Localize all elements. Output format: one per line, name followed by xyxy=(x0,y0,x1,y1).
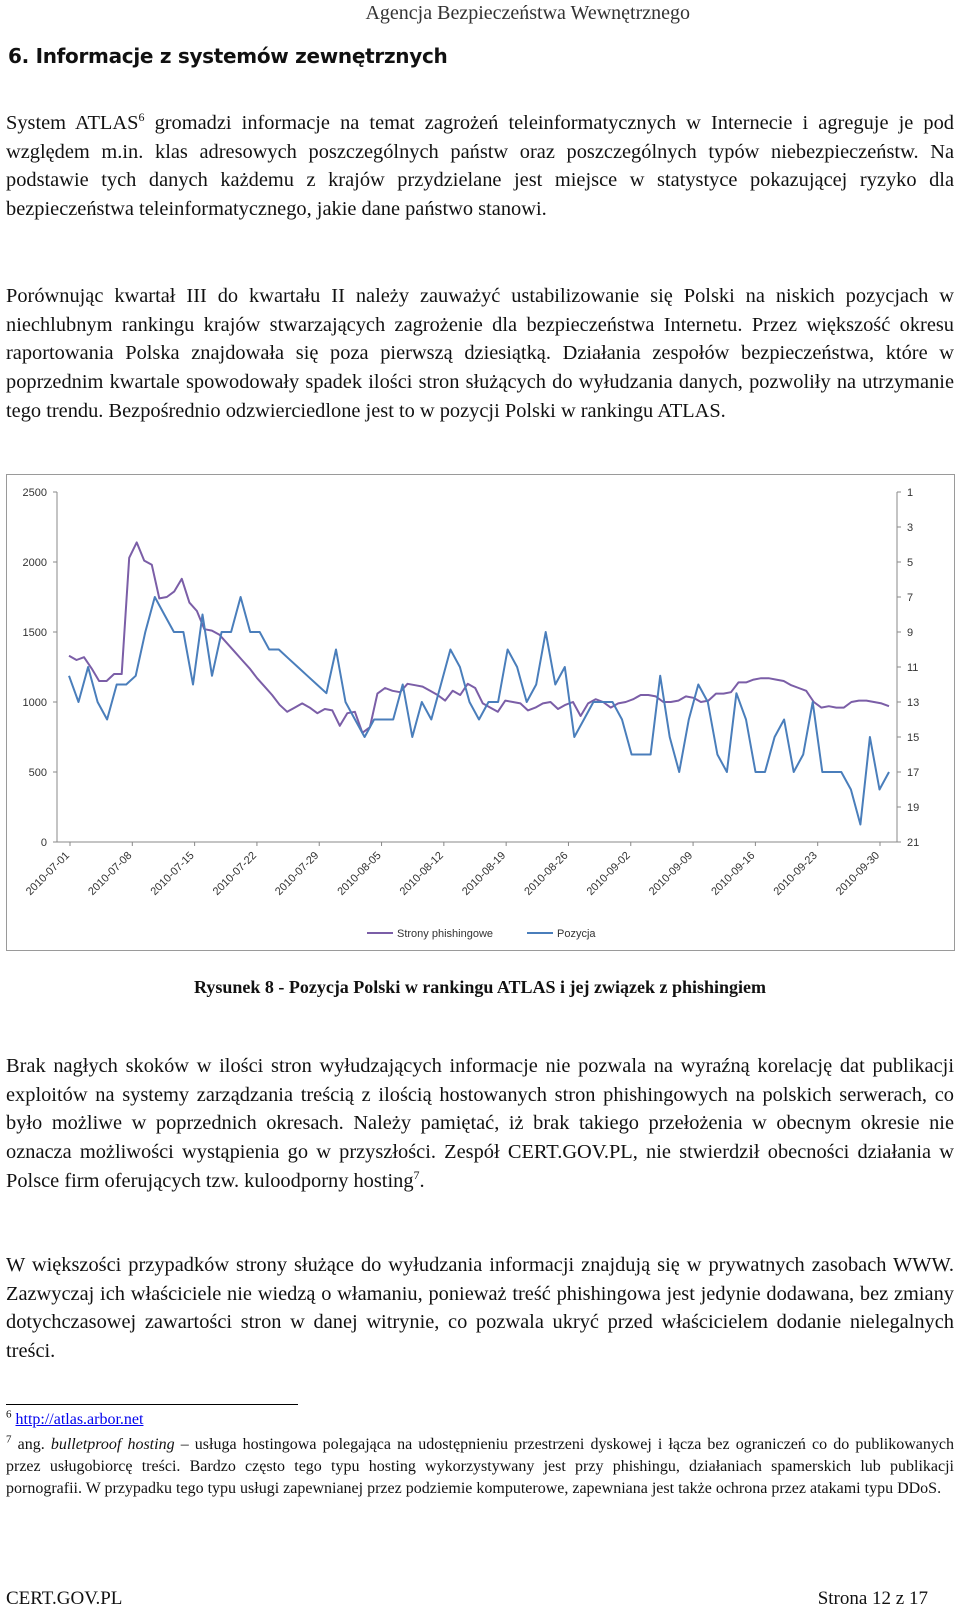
y-tick-label-right: 3 xyxy=(907,522,913,534)
y-tick-label-right: 19 xyxy=(907,802,919,814)
y-tick-label-right: 13 xyxy=(907,697,919,709)
x-tick-label: 2010-09-02 xyxy=(585,850,633,898)
page-number: Strona 12 z 17 xyxy=(817,1588,928,1609)
y-tick-label-left: 0 xyxy=(41,837,47,849)
series-line-phishing xyxy=(68,541,890,734)
x-tick-label: 2010-08-12 xyxy=(398,850,446,898)
footnote-7: 7 ang. bulletproof hosting – usługa host… xyxy=(6,1434,954,1500)
section-heading: 6. Informacje z systemów zewnętrznych xyxy=(8,44,448,68)
paragraph-atlas-intro: System ATLAS6 gromadzi informacje na tem… xyxy=(6,109,954,224)
running-header: Agencja Bezpieczeństwa Wewnętrznego xyxy=(365,2,690,24)
y-tick-label-right: 17 xyxy=(907,767,919,779)
figure-caption: Rysunek 8 - Pozycja Polski w rankingu AT… xyxy=(193,977,767,997)
paragraph-text: Brak nagłych skoków w ilości stron wyłud… xyxy=(6,1055,954,1192)
x-tick-label: 2010-08-05 xyxy=(335,850,383,898)
legend-label: Pozycja xyxy=(557,928,596,940)
paragraph-text: System ATLAS xyxy=(6,112,139,134)
y-tick-label-left: 2500 xyxy=(23,487,47,499)
x-tick-label: 2010-09-30 xyxy=(834,850,882,898)
y-tick-label-right: 5 xyxy=(907,557,913,569)
y-tick-label-right: 11 xyxy=(907,662,918,674)
x-tick-label: 2010-09-23 xyxy=(772,850,820,898)
paragraph-correlation: Brak nagłych skoków w ilości stron wyłud… xyxy=(6,1052,954,1196)
x-tick-label: 2010-07-01 xyxy=(24,850,72,898)
x-tick-label: 2010-07-29 xyxy=(273,850,321,898)
chart-frame: 0 500 1000 1500 2000 2500 1 3 5 7 9 11 13 15 17 19 21 201… xyxy=(6,474,955,951)
x-tick-label: 2010-09-16 xyxy=(709,850,757,898)
y-tick-label-left: 1000 xyxy=(23,697,47,709)
x-tick-label: 2010-07-22 xyxy=(211,850,259,898)
x-tick-label: 2010-08-26 xyxy=(522,850,570,898)
footnote-number: 7 xyxy=(6,1433,12,1446)
x-tick-label: 2010-08-19 xyxy=(460,850,508,898)
y-tick-label-left: 500 xyxy=(29,767,47,779)
legend-label: Strony phishingowe xyxy=(397,928,493,940)
footnote-text: – usługa hostingowa polegająca na udostę… xyxy=(6,1436,954,1497)
footnote-6: 6 http://atlas.arbor.net xyxy=(6,1409,954,1431)
y-tick-label-right: 15 xyxy=(907,732,919,744)
y-tick-label-right: 21 xyxy=(907,837,919,849)
paragraph-text: gromadzi informacje na temat zagrożeń te… xyxy=(6,112,954,221)
footnote-number: 6 xyxy=(6,1408,12,1421)
paragraph-text: . xyxy=(419,1169,425,1192)
footnote-term: bulletproof hosting xyxy=(50,1436,175,1453)
y-tick-label-right: 1 xyxy=(907,487,913,499)
series-line-position xyxy=(68,596,890,826)
footnote-ref-7[interactable]: 7 xyxy=(413,1168,420,1183)
x-tick-label: 2010-07-15 xyxy=(148,850,196,898)
y-tick-label-right: 7 xyxy=(907,592,913,604)
paragraph-private-hosting: W większości przypadków strony służące d… xyxy=(6,1254,954,1363)
paragraph-quarter-comparison: Porównując kwartał III do kwartału II na… xyxy=(6,285,954,422)
atlas-link[interactable]: http://atlas.arbor.net xyxy=(15,1411,144,1428)
y-tick-label-right: 9 xyxy=(907,627,913,639)
footnote-text: ang. xyxy=(11,1436,51,1453)
footnote-divider xyxy=(6,1404,298,1405)
footnote-ref-6[interactable]: 6 xyxy=(138,110,145,125)
y-tick-label-left: 2000 xyxy=(23,557,47,569)
x-tick-label: 2010-07-08 xyxy=(86,850,134,898)
x-tick-label: 2010-09-09 xyxy=(647,850,695,898)
footer-org: CERT.GOV.PL xyxy=(6,1588,123,1609)
y-tick-label-left: 1500 xyxy=(23,627,47,639)
